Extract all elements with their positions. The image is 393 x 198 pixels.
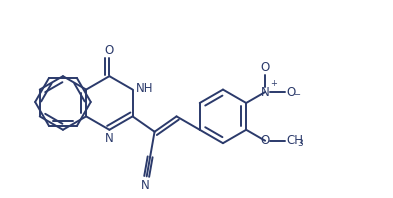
Text: CH: CH <box>286 134 303 147</box>
Text: 3: 3 <box>297 139 303 148</box>
Text: −: − <box>293 90 300 100</box>
Text: O: O <box>261 61 270 74</box>
Text: O: O <box>286 86 295 99</box>
Text: O: O <box>105 44 114 57</box>
Text: O: O <box>261 134 270 147</box>
Text: NH: NH <box>136 82 153 95</box>
Text: N: N <box>141 179 150 192</box>
Text: +: + <box>270 79 277 88</box>
Text: N: N <box>105 132 114 145</box>
Text: N: N <box>261 86 270 99</box>
